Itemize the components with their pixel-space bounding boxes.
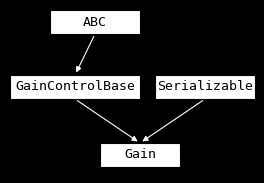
FancyBboxPatch shape xyxy=(10,75,140,99)
Text: Gain: Gain xyxy=(124,148,156,162)
FancyBboxPatch shape xyxy=(50,10,140,34)
Text: Serializable: Serializable xyxy=(157,81,253,94)
Text: ABC: ABC xyxy=(83,16,107,29)
FancyBboxPatch shape xyxy=(100,143,180,167)
FancyBboxPatch shape xyxy=(155,75,255,99)
Text: GainControlBase: GainControlBase xyxy=(15,81,135,94)
